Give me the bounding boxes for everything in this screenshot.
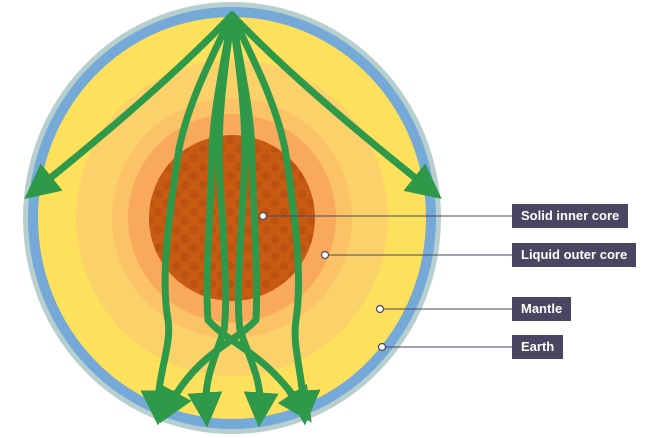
leader-dot-outer-core [320,250,330,260]
label-mantle: Mantle [512,297,572,321]
wave-path-right-surface [228,11,442,199]
wave-path-4 [228,11,321,426]
wave-path-1 [140,11,236,426]
leader-lines [263,215,512,348]
leader-dots [258,211,387,352]
inner-core-texture [149,135,315,301]
leader-dot-earth [377,342,387,352]
leader-dot-mantle [375,304,385,314]
seismic-waves [24,11,442,428]
label-solid-inner-core: Solid inner core [512,204,629,228]
label-liquid-outer-core: Liquid outer core [512,243,637,267]
wave-path-left-surface [24,11,236,199]
label-earth: Earth [512,335,564,359]
wave-path-5 [228,11,279,428]
wave-path-6 [187,11,236,428]
leader-dot-inner-core [258,211,268,221]
